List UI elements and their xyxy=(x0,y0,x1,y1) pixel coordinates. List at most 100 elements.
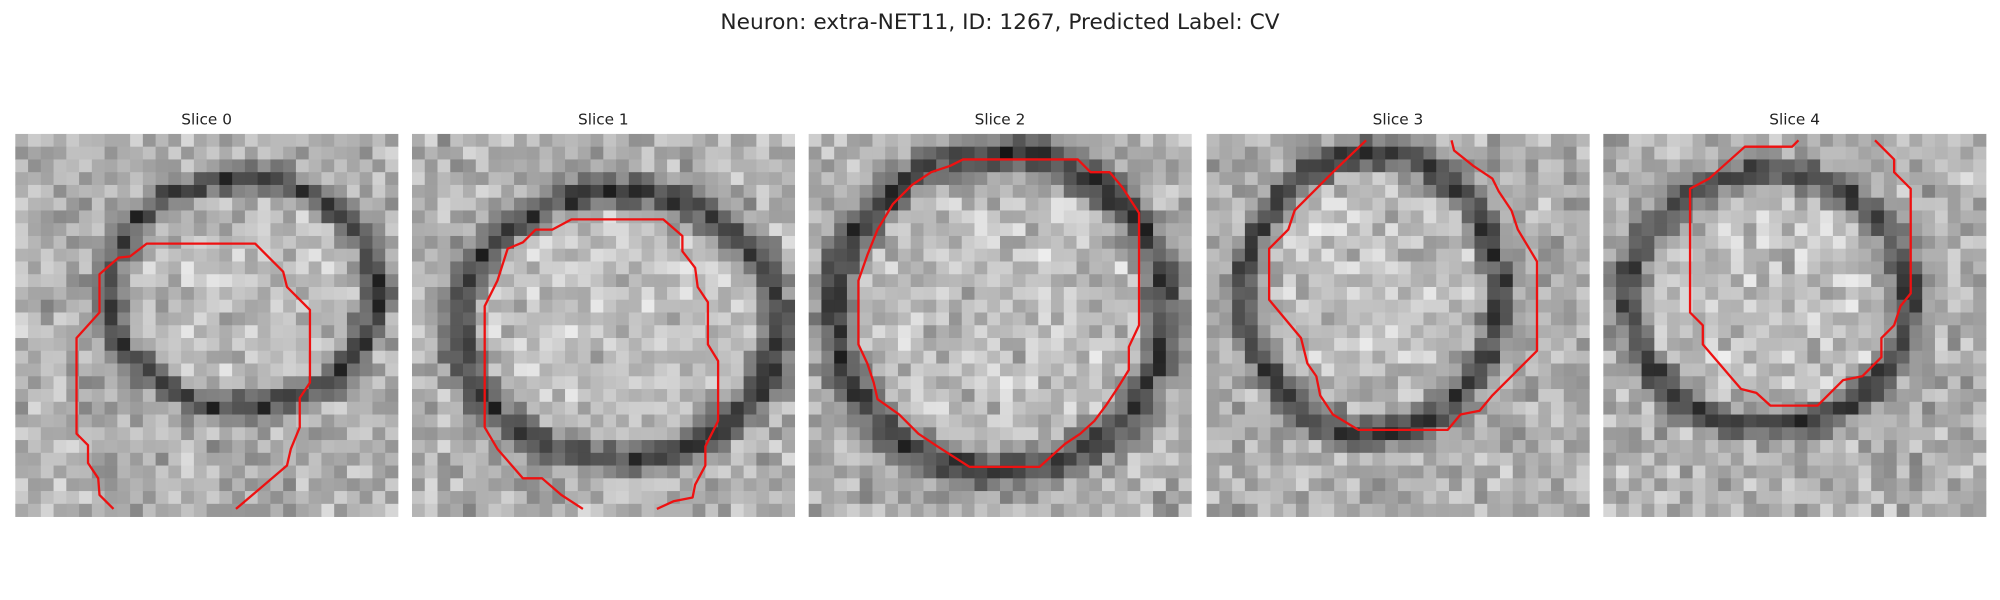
pixel xyxy=(155,248,169,262)
pixel xyxy=(1270,325,1284,339)
pixel xyxy=(1089,197,1103,211)
pixel xyxy=(1743,299,1757,313)
pixel xyxy=(1359,197,1373,211)
pixel xyxy=(641,274,655,288)
pixel xyxy=(1718,299,1732,313)
pixel xyxy=(40,286,54,301)
pixel xyxy=(1206,299,1220,313)
pixel xyxy=(1025,325,1039,339)
pixel xyxy=(40,440,54,454)
pixel xyxy=(936,197,950,211)
pixel xyxy=(628,389,642,403)
pixel xyxy=(257,491,271,505)
pixel xyxy=(1692,197,1706,211)
pixel xyxy=(334,299,348,313)
pixel xyxy=(603,503,617,517)
pixel xyxy=(961,414,975,428)
panel-title: Slice 1 xyxy=(578,110,629,128)
pixel xyxy=(181,503,195,517)
pixel xyxy=(1538,338,1552,352)
pixel xyxy=(232,427,246,441)
pixel xyxy=(1794,210,1808,224)
pixel xyxy=(1947,389,1961,403)
pixel xyxy=(1295,274,1310,288)
pixel xyxy=(1576,248,1590,262)
pixel xyxy=(1858,235,1872,250)
pixel xyxy=(730,235,745,250)
pixel xyxy=(514,401,528,415)
pixel xyxy=(1334,338,1348,352)
pixel xyxy=(821,465,835,479)
pixel xyxy=(885,235,899,250)
pixel xyxy=(1781,235,1796,250)
pixel xyxy=(1448,210,1463,224)
pixel xyxy=(181,389,195,403)
pixel xyxy=(1654,503,1668,517)
pixel xyxy=(1051,184,1065,199)
pixel xyxy=(334,427,348,441)
pixel xyxy=(590,338,604,352)
pixel xyxy=(1051,146,1065,160)
pixel xyxy=(1807,325,1821,339)
pixel xyxy=(987,491,1001,505)
pixel xyxy=(872,376,886,390)
pixel xyxy=(193,299,208,313)
pixel xyxy=(206,465,220,479)
pixel xyxy=(1807,440,1821,454)
pixel xyxy=(437,159,451,173)
pixel xyxy=(1385,210,1399,224)
pixel xyxy=(590,223,604,237)
pixel xyxy=(1232,427,1246,441)
pixel xyxy=(1781,478,1796,492)
pixel xyxy=(15,172,29,186)
pixel xyxy=(1845,312,1859,326)
pixel xyxy=(897,440,912,454)
pixel xyxy=(1730,312,1745,326)
pixel xyxy=(1538,286,1552,301)
pixel xyxy=(232,350,246,364)
pixel xyxy=(168,491,182,505)
pixel xyxy=(1321,503,1335,517)
pixel xyxy=(1219,478,1233,492)
pixel xyxy=(181,133,195,148)
pixel xyxy=(1603,465,1617,479)
pixel xyxy=(1576,414,1590,428)
pixel xyxy=(1140,363,1154,377)
pixel xyxy=(846,440,861,454)
pixel xyxy=(948,286,963,301)
pixel xyxy=(1295,210,1310,224)
pixel xyxy=(257,248,271,262)
pixel xyxy=(1909,223,1923,237)
pixel xyxy=(603,363,617,377)
pixel xyxy=(1397,133,1412,148)
pixel xyxy=(1448,491,1463,505)
pixel xyxy=(1359,210,1373,224)
pixel xyxy=(257,452,271,466)
pixel xyxy=(641,503,655,517)
pixel xyxy=(808,363,822,377)
pixel xyxy=(411,376,426,390)
pixel xyxy=(1667,440,1681,454)
pixel xyxy=(244,274,259,288)
pixel xyxy=(1410,299,1424,313)
pixel xyxy=(1283,261,1297,275)
pixel xyxy=(654,491,668,505)
pixel xyxy=(1127,299,1141,313)
pixel xyxy=(15,452,29,466)
pixel xyxy=(308,440,322,454)
pixel xyxy=(1334,325,1348,339)
pixel xyxy=(1308,338,1322,352)
pixel xyxy=(1410,401,1424,415)
pixel xyxy=(1153,159,1167,173)
pixel xyxy=(15,350,29,364)
pixel xyxy=(424,312,438,326)
pixel xyxy=(641,172,655,186)
pixel xyxy=(1089,452,1103,466)
pixel xyxy=(257,312,271,326)
pixel xyxy=(1232,452,1246,466)
pixel xyxy=(872,235,886,250)
pixel xyxy=(1114,299,1128,313)
pixel xyxy=(1178,159,1192,173)
pixel xyxy=(463,159,477,173)
contour xyxy=(857,158,1141,468)
